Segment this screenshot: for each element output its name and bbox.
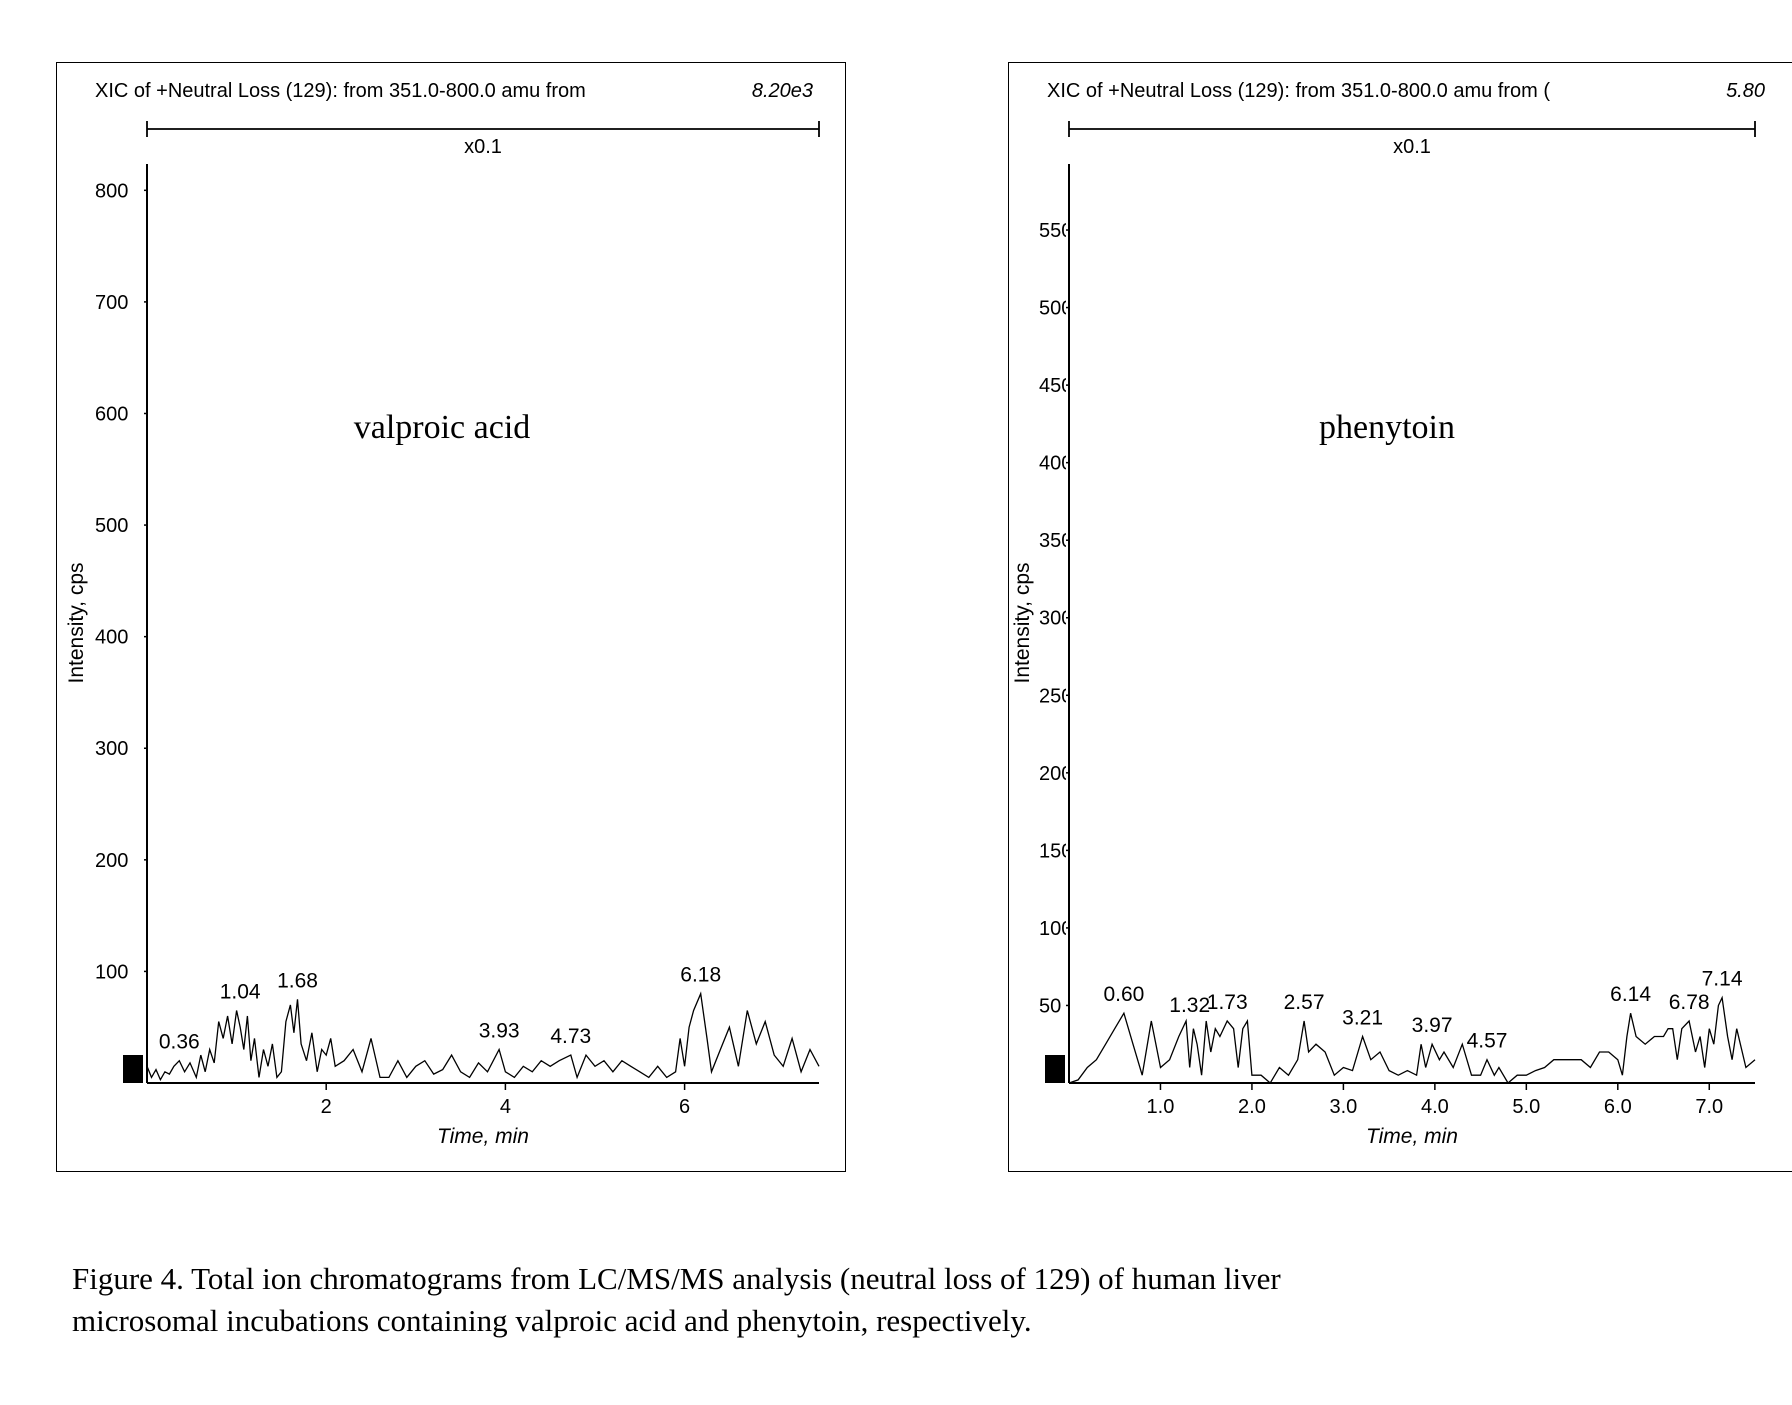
y-tick-label: 100 <box>95 961 128 983</box>
x-tick-label: 2.0 <box>1238 1096 1266 1118</box>
x-tick-label: 6.0 <box>1604 1096 1632 1118</box>
chromatogram-panel-valproic-acid: XIC of +Neutral Loss (129): from 351.0-8… <box>56 62 846 1172</box>
y-tick-label: 200 <box>1039 763 1072 785</box>
max-intensity-label: 5.80 <box>1726 80 1765 102</box>
chromatogram-panel-phenytoin: XIC of +Neutral Loss (129): from 351.0-8… <box>1008 62 1792 1172</box>
peak-label: 6.78 <box>1669 991 1710 1014</box>
x-tick-label: 5.0 <box>1512 1096 1540 1118</box>
peak-label: 4.57 <box>1467 1030 1508 1053</box>
y-tick-label: 600 <box>95 403 128 425</box>
peak-label: 1.32 <box>1169 994 1210 1017</box>
x-tick-label: 6 <box>679 1096 690 1118</box>
peak-label: 0.36 <box>159 1031 200 1054</box>
peak-label: 6.14 <box>1610 983 1651 1006</box>
y-tick-label: 700 <box>95 292 128 314</box>
y-tick-label: 500 <box>95 515 128 537</box>
x-axis-label: Time, min <box>1366 1125 1458 1148</box>
chart-svg-phenytoin: XIC of +Neutral Loss (129): from 351.0-8… <box>1009 63 1792 1173</box>
x-tick-label: 3.0 <box>1329 1096 1357 1118</box>
x-tick-label: 1.0 <box>1147 1096 1175 1118</box>
y-tick-label: 500 <box>1039 298 1072 320</box>
x-axis-label: Time, min <box>437 1125 529 1148</box>
start-marker <box>1045 1055 1065 1083</box>
y-tick-label: 150 <box>1039 840 1072 862</box>
peak-label: 2.57 <box>1284 991 1325 1014</box>
y-tick-label: 550 <box>1039 220 1072 242</box>
peak-label: 3.21 <box>1342 1006 1383 1029</box>
peak-label: 3.97 <box>1412 1014 1453 1037</box>
caption-line-2: microsomal incubations containing valpro… <box>72 1300 1752 1342</box>
y-tick-label: 200 <box>95 850 128 872</box>
y-tick-label: 250 <box>1039 685 1072 707</box>
caption-line-1: Figure 4. Total ion chromatograms from L… <box>72 1258 1752 1300</box>
figure-caption: Figure 4. Total ion chromatograms from L… <box>72 1258 1752 1342</box>
peak-label: 4.73 <box>550 1025 591 1048</box>
y-tick-label: 400 <box>1039 453 1072 475</box>
scale-label: x0.1 <box>1393 136 1431 158</box>
peak-label: 1.73 <box>1207 991 1248 1014</box>
x-tick-label: 7.0 <box>1695 1096 1723 1118</box>
peak-label: 1.68 <box>277 969 318 992</box>
y-tick-label: 300 <box>1039 608 1072 630</box>
x-tick-label: 4 <box>500 1096 511 1118</box>
chart-svg-valproic-acid: XIC of +Neutral Loss (129): from 351.0-8… <box>57 63 847 1173</box>
start-marker <box>123 1055 143 1083</box>
y-axis-label: Intensity, cps <box>1011 563 1034 684</box>
y-tick-label: 50 <box>1039 995 1061 1017</box>
compound-annotation: valproic acid <box>354 409 531 446</box>
y-tick-label: 100 <box>1039 918 1072 940</box>
y-tick-label: 800 <box>95 180 128 202</box>
y-axis-label: Intensity, cps <box>65 563 88 684</box>
chart-header-text: XIC of +Neutral Loss (129): from 351.0-8… <box>95 80 586 102</box>
max-intensity-label: 8.20e3 <box>752 80 813 102</box>
peak-label: 0.60 <box>1103 983 1144 1006</box>
peak-label: 1.04 <box>220 980 261 1003</box>
x-tick-label: 2 <box>321 1096 332 1118</box>
y-tick-label: 400 <box>95 627 128 649</box>
scale-label: x0.1 <box>464 136 502 158</box>
chart-header-text: XIC of +Neutral Loss (129): from 351.0-8… <box>1047 80 1550 102</box>
peak-label: 7.14 <box>1702 968 1743 991</box>
y-tick-label: 300 <box>95 738 128 760</box>
x-tick-label: 4.0 <box>1421 1096 1449 1118</box>
peak-label: 3.93 <box>479 1020 520 1043</box>
peak-label: 6.18 <box>680 964 721 987</box>
y-tick-label: 350 <box>1039 530 1072 552</box>
compound-annotation: phenytoin <box>1319 409 1455 446</box>
y-tick-label: 450 <box>1039 375 1072 397</box>
